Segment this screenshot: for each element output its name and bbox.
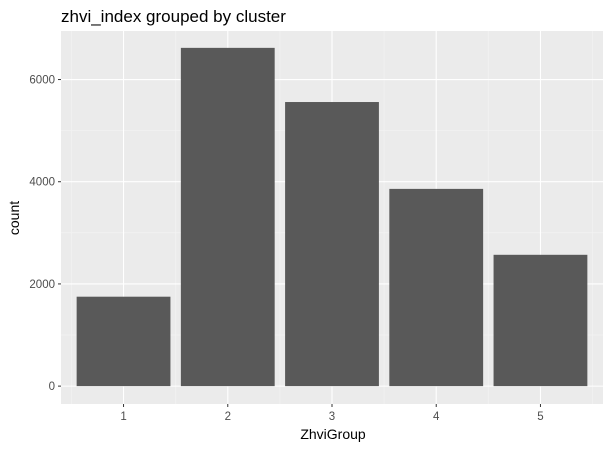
x-tick-label: 1 [120, 411, 126, 423]
x-tick-label: 5 [537, 411, 543, 423]
x-axis: 1 2 3 4 5 [120, 404, 544, 423]
y-axis: 0 2000 4000 6000 [29, 75, 61, 393]
bars [76, 47, 588, 387]
chart-title: zhvi_index grouped by cluster [61, 7, 286, 26]
bar-2 [180, 47, 275, 387]
bar-1 [76, 296, 171, 387]
bar-5 [493, 254, 588, 387]
y-tick-label: 2000 [29, 279, 55, 291]
y-axis-title: count [6, 201, 22, 235]
y-tick-label: 0 [49, 381, 55, 393]
bar-4 [389, 188, 484, 387]
x-tick-label: 3 [329, 411, 335, 423]
y-tick-label: 6000 [29, 75, 55, 87]
x-axis-title: ZhviGroup [300, 426, 366, 442]
bar-3 [285, 102, 379, 387]
x-tick-label: 4 [433, 411, 440, 423]
x-tick-label: 2 [225, 411, 231, 423]
y-tick-label: 4000 [29, 177, 55, 189]
